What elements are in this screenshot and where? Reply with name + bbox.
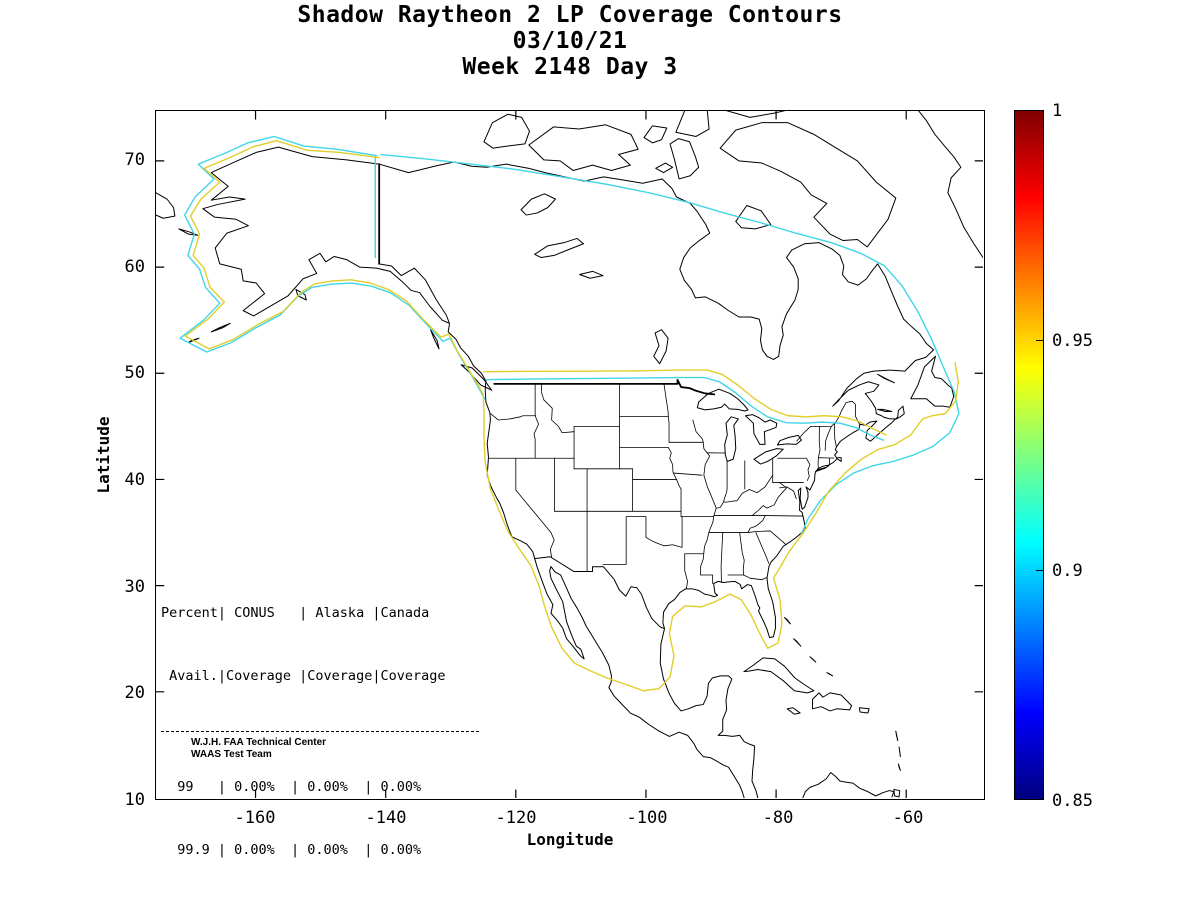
great-slave-lake	[535, 238, 584, 257]
national-borders-layer	[379, 164, 860, 629]
prince-edward-island	[878, 409, 892, 411]
contour-090-conus-north	[486, 378, 884, 441]
x-tick-label: -120	[495, 808, 537, 828]
bahamas	[785, 617, 833, 675]
colorbar-tick	[1036, 570, 1043, 572]
colorbar	[1014, 110, 1044, 800]
long-island	[815, 466, 828, 472]
x-axis-title: Longitude	[526, 830, 614, 849]
devon-island	[724, 111, 792, 117]
y-tick-label: 70	[124, 150, 145, 170]
somerset-island	[676, 111, 709, 136]
chart-subtitle-week: Week 2148 Day 3	[462, 54, 678, 80]
axis-tick-marks-layer	[156, 111, 983, 798]
y-tick-label: 50	[124, 363, 145, 383]
islands-layer	[179, 111, 954, 798]
prince-of-wales-island	[644, 126, 667, 143]
y-tick-label: 30	[124, 577, 145, 597]
boothia-peninsula	[670, 139, 699, 179]
baffin-island	[720, 123, 896, 247]
plot-area: Percent| CONUS | Alaska |Canada Avail.|C…	[155, 110, 985, 858]
x-tick-label: -100	[626, 808, 668, 828]
newfoundland	[911, 356, 954, 407]
lake-erie	[754, 449, 783, 464]
lake-superior	[697, 389, 748, 411]
us-mexico-border	[534, 557, 664, 629]
south-america-coastline	[803, 773, 894, 798]
credit-line-2: WAAS Test Team	[191, 749, 272, 760]
x-tick-label: -80	[762, 808, 794, 828]
coverage-table-divider	[161, 731, 479, 732]
contour-090-layer	[180, 136, 959, 533]
lake-huron	[746, 415, 777, 445]
jamaica	[787, 708, 800, 714]
y-axis-title: Latitude	[94, 416, 113, 494]
contour-095-alaska-pacific	[185, 141, 958, 691]
map-canvas	[156, 111, 983, 798]
credit-annotation: W.J.H. FAA Technical Center WAAS Test Te…	[191, 737, 326, 761]
coverage-table-row: 99.9 | 0.00% | 0.00% | 0.00%	[161, 842, 422, 858]
chart-subtitle-date: 03/10/21	[512, 28, 628, 54]
y-tick-label: 20	[124, 683, 145, 703]
contour-095-conus-north	[484, 370, 886, 435]
contour-090-canada-diagonal	[381, 155, 959, 534]
lake-winnipeg	[654, 330, 668, 364]
colorbar-label: 0.9	[1052, 561, 1083, 581]
x-axis-ticks	[256, 111, 907, 798]
us-canada-border-49n	[494, 380, 714, 395]
y-tick-label: 40	[124, 470, 145, 490]
trinidad	[894, 790, 900, 797]
contour-090-alaska-pacific	[180, 136, 485, 398]
coverage-table-row: 99 | 0.00% | 0.00% | 0.00%	[161, 779, 422, 795]
southampton-island	[736, 206, 771, 229]
colorbar-label: 1	[1052, 101, 1063, 121]
state-borders-layer	[488, 384, 836, 589]
lakes-layer	[521, 194, 801, 464]
lesser-antilles	[896, 731, 901, 770]
colorbar-label: 0.95	[1052, 331, 1093, 351]
chart-title: Shadow Raytheon 2 LP Coverage Contours	[297, 2, 843, 28]
puerto-rico	[859, 708, 869, 713]
hispaniola	[813, 693, 852, 711]
y-tick-label: 10	[124, 790, 145, 810]
colorbar-tick	[1036, 340, 1043, 342]
cuba	[744, 658, 814, 693]
us-canada-border-east	[797, 401, 860, 441]
great-bear-lake	[521, 194, 555, 215]
pacific-coastline	[448, 324, 744, 798]
colorbar-label: 0.85	[1052, 791, 1093, 811]
lake-michigan	[725, 417, 739, 462]
banks-island	[484, 114, 530, 148]
greenland-coastline	[918, 111, 983, 258]
haida-gwaii	[431, 330, 439, 349]
coverage-table: Percent| CONUS | Alaska |Canada Avail.|C…	[161, 561, 479, 900]
lake-athabasca	[580, 271, 603, 278]
coverage-table-header-1: Percent| CONUS | Alaska |Canada	[161, 605, 430, 621]
y-tick-label: 60	[124, 257, 145, 277]
alaska-outline	[203, 147, 450, 323]
x-tick-label: -160	[234, 808, 276, 828]
chukotka-coastline	[156, 193, 175, 218]
x-tick-label: -60	[892, 808, 924, 828]
x-tick-label: -140	[365, 808, 407, 828]
st-lawrence-island	[179, 229, 198, 235]
anticosti-island	[878, 374, 895, 382]
contour-095-layer	[185, 141, 958, 691]
coverage-table-header-2: Avail.|Coverage |Coverage|Coverage	[161, 668, 446, 684]
chart-title-block: Shadow Raytheon 2 LP Coverage Contours 0…	[155, 2, 985, 80]
victoria-island	[529, 125, 638, 171]
credit-line-1: W.J.H. FAA Technical Center	[191, 737, 327, 748]
y-axis-ticks	[156, 161, 983, 692]
king-william-island	[656, 163, 673, 173]
